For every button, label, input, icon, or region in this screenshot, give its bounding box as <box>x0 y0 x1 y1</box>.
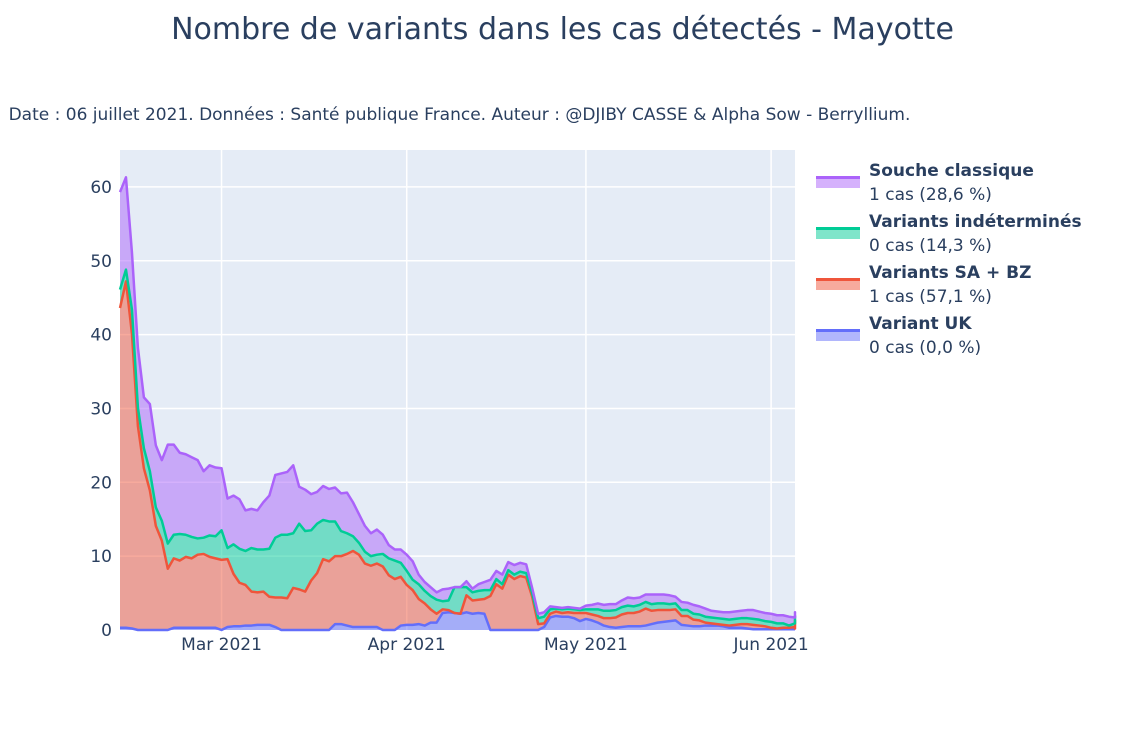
legend-swatch <box>816 227 860 239</box>
legend-swatch <box>816 278 860 290</box>
y-tick-label: 60 <box>90 178 112 198</box>
legend-swatch <box>816 176 860 188</box>
legend-detail: 1 cas (57,1 %) <box>869 287 992 307</box>
gridlines <box>120 150 795 630</box>
legend-label: Variant UK <box>869 314 972 334</box>
legend-item[interactable]: Variants indéterminés 0 cas (14,3 %) <box>816 211 1116 262</box>
stacked-areas <box>120 177 795 630</box>
legend-detail: 1 cas (28,6 %) <box>869 185 992 205</box>
legend-label: Variants indéterminés <box>869 212 1082 232</box>
legend-swatch <box>816 329 860 341</box>
legend-detail: 0 cas (0,0 %) <box>869 338 982 358</box>
legend: Souche classique 1 cas (28,6 %) Variants i… <box>816 160 1116 364</box>
area-souche-classique <box>120 177 795 626</box>
series-lines <box>118 176 797 632</box>
legend-label: Souche classique <box>869 161 1034 181</box>
legend-item[interactable]: Variant UK 0 cas (0,0 %) <box>816 313 1116 364</box>
line-variants-indetermines <box>118 268 797 627</box>
x-tick-label: May 2021 <box>544 635 628 655</box>
x-tick-label: Apr 2021 <box>368 635 446 655</box>
chart-subtitle-text: Date : 06 juillet 2021. Données : Santé … <box>8 105 911 125</box>
x-tick-label: Mar 2021 <box>181 635 262 655</box>
legend-item[interactable]: Souche classique 1 cas (28,6 %) <box>816 160 1116 211</box>
y-tick-label: 40 <box>90 326 112 346</box>
line-souche-classique <box>118 176 797 619</box>
legend-detail: 0 cas (14,3 %) <box>869 236 992 256</box>
x-tick-label: Jun 2021 <box>732 635 808 655</box>
y-tick-label: 10 <box>90 547 112 567</box>
y-tick-label: 50 <box>90 252 112 272</box>
y-tick-label: 20 <box>90 473 112 493</box>
legend-label: Variants SA + BZ <box>869 263 1032 283</box>
y-tick-label: 30 <box>90 399 112 419</box>
chart-subtitle: Date : 06 juillet 2021. Données : Santé … <box>0 105 1125 125</box>
axis-labels: 0 10 20 30 40 50 60 Mar 2021 Apr 2021 May 2021 Jun… <box>90 178 808 655</box>
legend-item[interactable]: Variants SA + BZ 1 cas (57,1 %) <box>816 262 1116 313</box>
chart-title: Nombre de variants dans les cas détectés… <box>171 12 954 47</box>
area-variants-sa-bz <box>120 281 795 630</box>
y-tick-label: 0 <box>101 621 112 641</box>
area-variant-uk <box>120 612 795 630</box>
area-variants-indetermines <box>120 269 795 629</box>
line-variants-sa-bz <box>118 280 797 630</box>
